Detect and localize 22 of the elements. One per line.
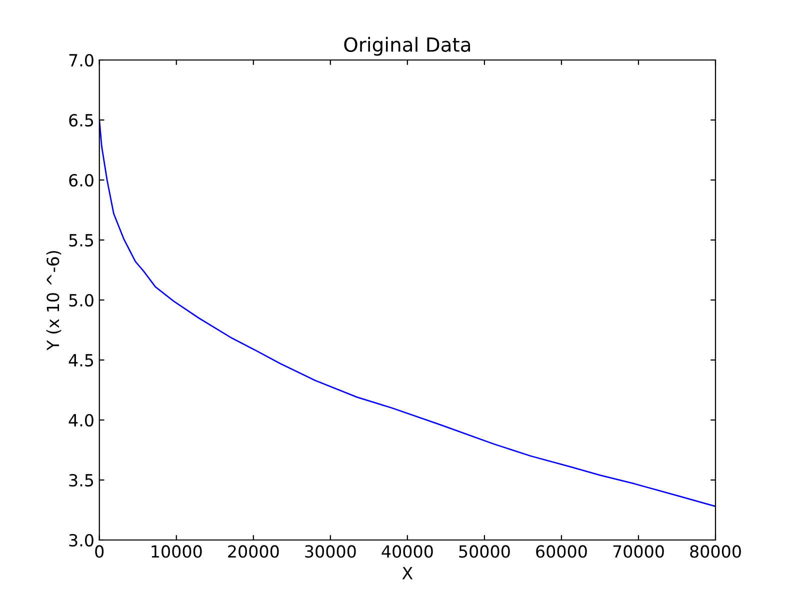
x-tick-label: 20000 [228,545,279,558]
y-tick-label: 5.0 [69,294,94,307]
x-axis-title: X [402,567,413,580]
x-tick-label: 50000 [459,545,510,558]
y-tick-label: 4.0 [68,414,94,427]
y-tick-label: 6.5 [69,114,94,127]
line-series [99,119,716,508]
x-tick-label: 70000 [613,545,664,558]
x-tick-label: 0 [95,545,104,558]
x-tick-label: 10000 [152,545,202,558]
y-tick-label: 3.0 [69,534,94,547]
x-tick-label: 30000 [305,545,356,558]
y-tick-label: 5.5 [69,234,94,247]
chart-title: Original Data [344,36,470,56]
y-tick-label: 6.0 [69,174,94,187]
x-tick-label: 60000 [536,545,587,558]
y-axis-title: Y (x 10 ^-6) [46,251,62,350]
x-tick-label: 40000 [382,545,433,558]
x-tick-label: 80000 [690,545,741,558]
y-tick-label: 7.0 [69,54,94,67]
y-tick-label: 3.5 [69,474,94,487]
y-tick-label: 4.5 [68,354,94,367]
